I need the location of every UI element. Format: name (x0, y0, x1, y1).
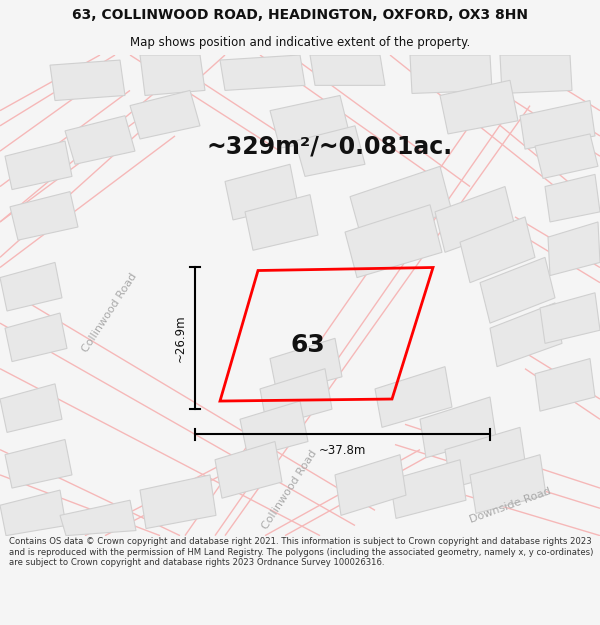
Text: Collinwood Road: Collinwood Road (260, 449, 319, 531)
Polygon shape (0, 490, 66, 536)
Polygon shape (10, 192, 78, 240)
Polygon shape (240, 401, 308, 458)
Polygon shape (350, 166, 452, 240)
Polygon shape (140, 475, 216, 529)
Polygon shape (490, 303, 562, 367)
Text: ~329m²/~0.081ac.: ~329m²/~0.081ac. (207, 134, 453, 158)
Polygon shape (65, 116, 135, 164)
Text: ~26.9m: ~26.9m (173, 314, 187, 362)
Polygon shape (140, 55, 205, 96)
Polygon shape (215, 441, 282, 498)
Polygon shape (60, 500, 136, 536)
Polygon shape (335, 454, 406, 516)
Polygon shape (225, 164, 298, 220)
Polygon shape (5, 141, 72, 189)
Polygon shape (310, 55, 385, 86)
Polygon shape (50, 60, 125, 101)
Polygon shape (435, 186, 515, 253)
Text: 63: 63 (290, 332, 325, 357)
Polygon shape (520, 101, 595, 149)
Polygon shape (480, 258, 555, 323)
Polygon shape (130, 91, 200, 139)
Polygon shape (420, 397, 496, 458)
Polygon shape (500, 55, 572, 94)
Polygon shape (220, 55, 305, 91)
Polygon shape (375, 367, 452, 428)
Text: Downside Road: Downside Road (468, 486, 552, 524)
Polygon shape (445, 428, 526, 488)
Text: ~37.8m: ~37.8m (319, 444, 366, 457)
Polygon shape (548, 222, 600, 276)
Text: Contains OS data © Crown copyright and database right 2021. This information is : Contains OS data © Crown copyright and d… (9, 538, 593, 568)
Polygon shape (545, 174, 600, 222)
Polygon shape (0, 262, 62, 311)
Polygon shape (460, 217, 535, 282)
Polygon shape (535, 134, 598, 179)
Polygon shape (470, 454, 546, 513)
Polygon shape (5, 439, 72, 488)
Polygon shape (260, 369, 332, 428)
Text: Collinwood Road: Collinwood Road (80, 272, 139, 354)
Polygon shape (295, 126, 365, 176)
Text: 63, COLLINWOOD ROAD, HEADINGTON, OXFORD, OX3 8HN: 63, COLLINWOOD ROAD, HEADINGTON, OXFORD,… (72, 8, 528, 22)
Polygon shape (535, 359, 595, 411)
Polygon shape (345, 205, 442, 278)
Polygon shape (440, 80, 518, 134)
Polygon shape (540, 292, 600, 343)
Polygon shape (390, 460, 466, 518)
Polygon shape (0, 384, 62, 432)
Polygon shape (410, 55, 492, 94)
Text: Map shows position and indicative extent of the property.: Map shows position and indicative extent… (130, 36, 470, 49)
Polygon shape (245, 194, 318, 250)
Polygon shape (270, 338, 342, 394)
Polygon shape (270, 96, 350, 148)
Polygon shape (5, 313, 67, 362)
